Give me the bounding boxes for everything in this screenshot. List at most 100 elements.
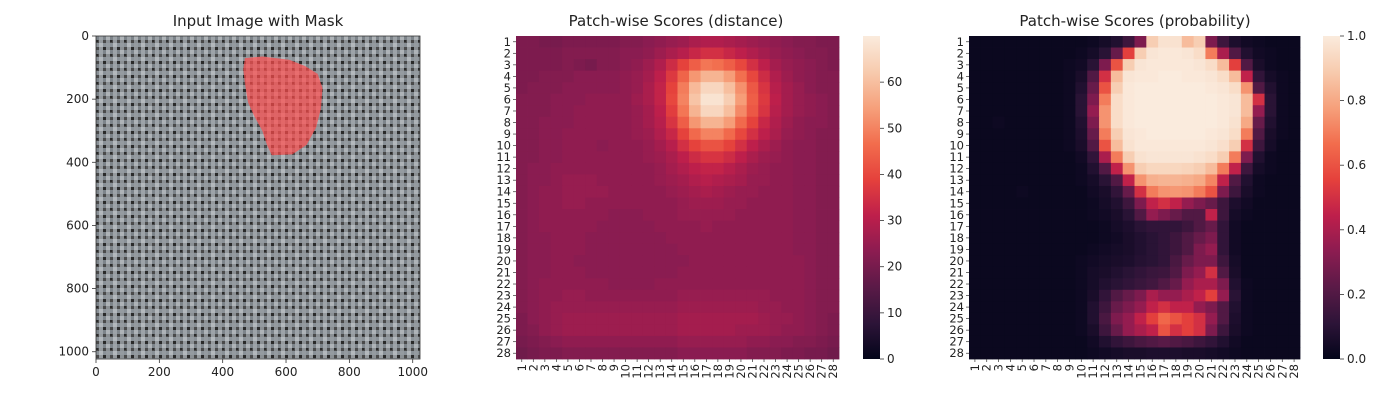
heatmap-cell: [758, 197, 771, 210]
heatmap-cell: [608, 47, 621, 60]
heatmap-cell: [1181, 151, 1195, 164]
heatmap-x-ticklabel: 5: [1015, 364, 1029, 371]
heatmap-cell: [527, 82, 540, 95]
heatmap-cell: [539, 278, 552, 291]
heatmap-cell: [712, 116, 725, 129]
heatmap-cell: [1004, 47, 1017, 60]
heatmap-cell: [723, 93, 736, 106]
heatmap-cell: [689, 139, 701, 152]
heatmap-cell: [642, 82, 655, 95]
heatmap-cell: [539, 93, 552, 106]
heatmap-cell: [1028, 312, 1041, 325]
image-y-ticklabel: 1000: [58, 345, 89, 359]
heatmap-cell: [792, 301, 805, 314]
heatmap-cell: [758, 312, 771, 325]
heatmap-cell: [665, 162, 678, 175]
heatmap-cell: [1051, 255, 1064, 268]
heatmap-cell: [1134, 220, 1147, 233]
heatmap-cell: [781, 128, 794, 141]
heatmap-cell: [1099, 47, 1112, 60]
heatmap-cell: [815, 36, 828, 48]
heatmap-cell: [758, 116, 771, 129]
heatmap-cell: [1205, 70, 1218, 83]
heatmap-cell: [1122, 255, 1135, 268]
heatmap-cell: [1016, 174, 1029, 187]
heatmap-cell: [1264, 278, 1277, 291]
heatmap-x-ticklabel: 22: [757, 364, 771, 379]
heatmap-cell: [1122, 324, 1135, 337]
heatmap-cell: [585, 209, 598, 221]
heatmap-cell: [1169, 312, 1183, 325]
heatmap-cell: [1063, 174, 1076, 187]
heatmap-cell: [1051, 209, 1064, 221]
heatmap-cell: [1099, 82, 1112, 95]
heatmap-cell: [1205, 185, 1218, 198]
heatmap-cell: [1146, 255, 1159, 268]
heatmap-cell: [631, 151, 644, 164]
heatmap-cell: [550, 174, 563, 187]
heatmap-cell: [992, 347, 1005, 360]
heatmap-cell: [1039, 82, 1053, 95]
heatmap-cell: [746, 197, 759, 210]
heatmap-cell: [608, 220, 621, 233]
heatmap-cell: [804, 220, 817, 233]
heatmap-cell: [1122, 209, 1135, 221]
heatmap-cell: [1146, 47, 1159, 60]
heatmap-cell: [1146, 243, 1159, 256]
heatmap-cell: [1276, 289, 1289, 302]
heatmap-cell: [723, 266, 736, 279]
heatmap-cell: [992, 185, 1005, 198]
heatmap-cell: [596, 243, 609, 256]
heatmap-cell: [573, 255, 586, 268]
heatmap-cell: [1205, 289, 1218, 302]
heatmap-cell: [1181, 209, 1195, 221]
heatmap-cell: [1051, 139, 1064, 152]
heatmap-cell: [631, 82, 644, 95]
heatmap-cell: [735, 197, 748, 210]
heatmap-cell: [700, 116, 713, 129]
heatmap-cell: [631, 255, 644, 268]
heatmap-cell: [1110, 209, 1124, 221]
heatmap-cell: [827, 232, 840, 245]
heatmap-cell: [1276, 128, 1289, 141]
heatmap-cell: [562, 70, 575, 83]
heatmap-cell: [1016, 185, 1029, 198]
heatmap-cell: [1122, 36, 1135, 48]
heatmap-cell: [689, 289, 701, 302]
heatmap-cell: [1229, 128, 1242, 141]
heatmap-cell: [1028, 347, 1041, 360]
heatmap-cell: [665, 289, 678, 302]
heatmap-cell: [1229, 289, 1242, 302]
heatmap-cell: [1075, 278, 1088, 291]
heatmap-cell: [689, 36, 701, 48]
heatmap-cell: [654, 335, 667, 348]
heatmap-cell: [1229, 93, 1242, 106]
heatmap-cell: [562, 220, 575, 233]
heatmap-cell: [1217, 128, 1230, 141]
heatmap-cell: [1158, 347, 1171, 360]
heatmap-cell: [1288, 289, 1301, 302]
heatmap-cell: [1087, 151, 1100, 164]
heatmap-cell: [573, 36, 586, 48]
heatmap-cell: [1205, 197, 1218, 210]
heatmap-x-ticklabel: 15: [1133, 364, 1147, 379]
heatmap-cell: [1075, 105, 1088, 118]
heatmap-cell: [827, 266, 840, 279]
heatmap-x-ticklabel: 19: [1181, 364, 1195, 379]
heatmap-cell: [527, 151, 540, 164]
heatmap-cell: [980, 255, 994, 268]
heatmap-cell: [527, 139, 540, 152]
heatmap-cell: [1240, 243, 1254, 256]
heatmap-cell: [1099, 312, 1112, 325]
heatmap-cell: [712, 335, 725, 348]
heatmap-cell: [608, 232, 621, 245]
heatmap-cell: [1122, 243, 1135, 256]
heatmap-cell: [654, 151, 667, 164]
heatmap-cell: [1158, 47, 1171, 60]
heatmap-cell: [1039, 36, 1053, 48]
heatmap-cell: [1276, 36, 1289, 48]
heatmap-cell: [792, 82, 805, 95]
heatmap-cell: [608, 243, 621, 256]
heatmap-cell: [1134, 243, 1147, 256]
